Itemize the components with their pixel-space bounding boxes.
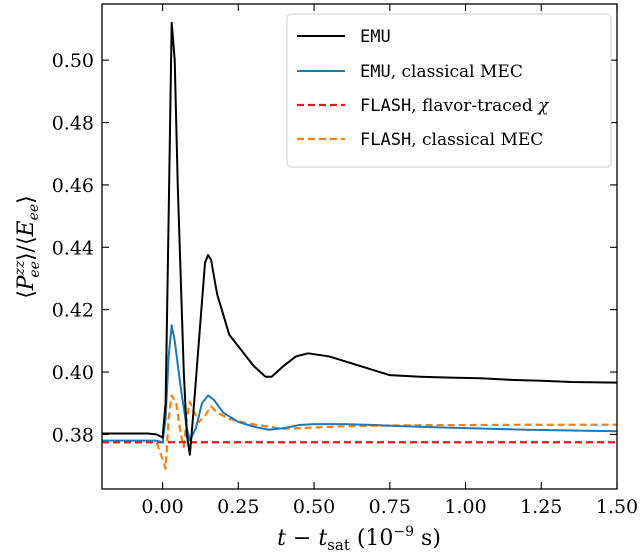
x-tick-label: 0.75 — [369, 496, 411, 518]
y-tick-label: 0.46 — [52, 175, 94, 197]
y-axis-label: ⟨Pzzee⟩/⟨Eee⟩ — [12, 195, 43, 299]
series-line-emu-classical-mec — [102, 324, 617, 444]
plot-frame — [101, 3, 618, 490]
x-tick-label: 1.50 — [596, 496, 638, 518]
y-axis-ticks: 0.38 0.40 0.42 0.44 0.46 0.48 0.50 — [52, 50, 617, 446]
series-line-emu — [102, 21, 617, 456]
legend-entry-emu-classical-mec: EMU, classical MEC — [297, 62, 523, 82]
legend-entry-emu: EMU — [297, 27, 391, 47]
x-tick-label: 1.00 — [444, 496, 486, 518]
legend-label-emu: EMU — [360, 27, 391, 47]
legend-label-emu-classical-mec: EMU, classical MEC — [360, 62, 523, 82]
x-axis-ticks: 0.00 0.25 0.50 0.75 1.00 1.25 1.50 — [141, 4, 638, 518]
legend-entry-flash-flavor-traced: FLASH, flavor-traced χ — [297, 96, 550, 116]
x-tick-label: 0.25 — [217, 496, 259, 518]
y-tick-label: 0.44 — [52, 237, 94, 259]
x-tick-label: 1.25 — [520, 496, 562, 518]
y-tick-label: 0.40 — [52, 362, 94, 384]
series-layer — [102, 21, 617, 470]
legend-label-flash-flavor-traced: FLASH, flavor-traced χ — [360, 96, 550, 116]
legend-label-flash-classical-mec: FLASH, classical MEC — [360, 130, 543, 150]
legend-box — [286, 13, 612, 168]
x-axis-label: t − tsat (10−9 s) — [277, 524, 441, 554]
y-tick-label: 0.38 — [52, 424, 94, 446]
y-tick-label: 0.42 — [52, 300, 94, 322]
x-tick-label: 0.50 — [293, 496, 335, 518]
series-line-flash-classical-mec — [102, 394, 617, 470]
y-tick-label: 0.50 — [52, 50, 94, 72]
legend-entry-flash-classical-mec: FLASH, classical MEC — [297, 130, 543, 150]
x-tick-label: 0.00 — [141, 496, 183, 518]
legend: EMU EMU, classical MEC FLASH, flavor-tra… — [286, 13, 612, 168]
y-tick-label: 0.48 — [52, 113, 94, 135]
